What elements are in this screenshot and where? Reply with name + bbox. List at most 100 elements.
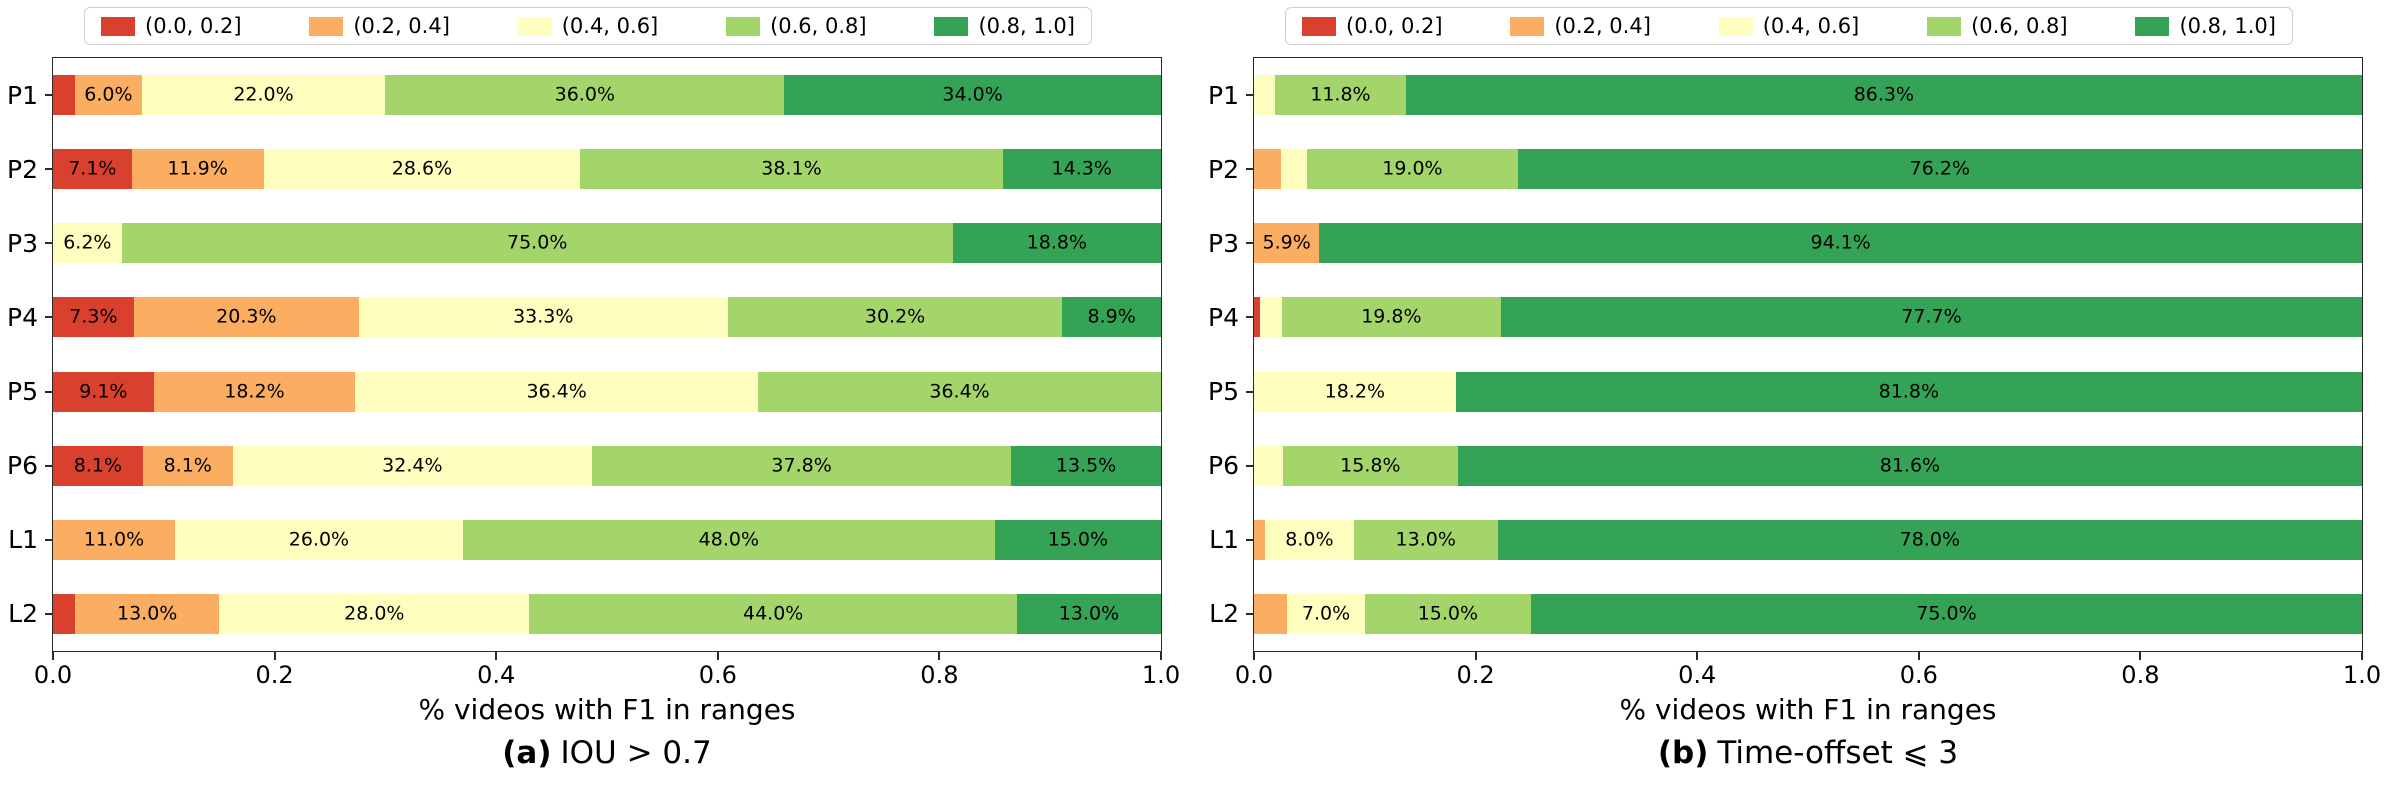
x-tick-mark <box>1160 651 1162 660</box>
legend-swatch <box>1718 16 1753 36</box>
bar-segment <box>1259 297 1282 338</box>
legend-item: (0.2, 0.4] <box>1510 13 1651 38</box>
x-tick-mark <box>1917 651 1920 660</box>
stacked-bar: 18.2% 81.8% <box>1254 371 2362 412</box>
bar-segment: 8.0% <box>1265 519 1354 560</box>
x-tick-label: 0.4 <box>1678 661 1717 689</box>
bar-segment-label: 26.0% <box>288 528 350 551</box>
bar-segment-label: 86.3% <box>1853 83 1915 106</box>
bar-segment-label: 7.3% <box>69 305 118 328</box>
y-tick-mark <box>1246 464 1254 467</box>
bar-segment <box>1254 297 1260 338</box>
bar-segment-label: 76.2% <box>1909 157 1970 180</box>
bar-segment: 36.0% <box>385 75 785 116</box>
plot-row: P3 6.2% 75.0% 18.8% <box>7 206 1161 280</box>
stacked-bar: 7.1% 11.9% 28.6% 38.1% 14.3% <box>53 149 1161 190</box>
bar-segment-label: 6.0% <box>84 83 133 106</box>
bar-segment: 81.6% <box>1457 445 2362 486</box>
y-tick-mark <box>45 538 53 541</box>
bar-segment: 9.1% <box>53 371 154 412</box>
bar-segment: 28.6% <box>263 149 581 190</box>
y-category-label: L2 <box>1209 599 1239 629</box>
legend-item: (0.8, 1.0] <box>934 15 1075 37</box>
legend-label: (0.4, 0.6] <box>561 13 659 38</box>
y-tick-mark <box>45 612 53 615</box>
legend-label: (0.2, 0.4] <box>1554 13 1651 38</box>
bar-segment-label: 18.8% <box>1026 231 1088 254</box>
bar-segment: 18.2% <box>1254 371 1456 412</box>
stacked-bar: 15.8% 81.6% <box>1254 445 2362 486</box>
legend-item: (0.6, 0.8] <box>726 13 867 38</box>
stacked-bar: 19.0% 76.2% <box>1254 149 2362 190</box>
bar-segment: 20.3% <box>133 297 359 338</box>
stacked-bar: 7.3% 20.3% 33.3% 30.2% 8.9% <box>53 297 1161 338</box>
bar-segment-label: 6.2% <box>63 231 112 254</box>
y-tick-mark <box>1246 316 1254 319</box>
x-tick-label: 0.6 <box>1899 661 1938 689</box>
plot-area: P1 11.8% 86.3% P2 19.0% 76.2% P3 5.9% 94.1% P4 19.… <box>1208 57 2381 687</box>
bar-segment: 78.0% <box>1497 519 2362 560</box>
subplot-caption: (b) Time-offset ⩽ 3 <box>1253 738 2363 769</box>
stacked-bar: 9.1% 18.2% 36.4% 36.4% <box>53 371 1161 412</box>
bar-segment: 30.2% <box>727 297 1063 338</box>
x-tick-mark <box>1696 651 1699 660</box>
bar-segment: 11.9% <box>131 149 264 190</box>
bar-segment <box>1254 519 1266 560</box>
y-category-label: P5 <box>7 377 38 407</box>
bar-segment: 11.8% <box>1275 75 1406 116</box>
y-category-label: L1 <box>8 525 38 555</box>
bar-segment: 48.0% <box>462 519 995 560</box>
y-category-label: P2 <box>1208 154 1239 184</box>
bar-segment-label: 13.0% <box>1395 528 1456 551</box>
bar-segment-label: 18.2% <box>1324 380 1385 403</box>
plot-row: P2 7.1% 11.9% 28.6% 38.1% 14.3% <box>7 132 1161 206</box>
stacked-bar: 6.0% 22.0% 36.0% 34.0% <box>53 75 1161 116</box>
x-tick-label: 1.0 <box>2342 661 2382 689</box>
x-tick-mark <box>2139 651 2142 660</box>
x-tick-mark <box>716 651 719 660</box>
legend-label: (0.6, 0.8] <box>770 13 867 38</box>
bar-segment: 34.0% <box>784 75 1161 116</box>
y-tick-mark <box>45 94 53 97</box>
y-category-label: P3 <box>1208 228 1239 258</box>
legend-swatch <box>1927 16 1962 36</box>
plot-row: P1 6.0% 22.0% 36.0% 34.0% <box>7 58 1161 132</box>
bar-segment-label: 30.2% <box>864 305 926 328</box>
bar-segment: 13.0% <box>1016 593 1161 634</box>
bar-segment <box>1280 149 1308 190</box>
bar-segment-label: 81.8% <box>1878 380 1939 403</box>
y-tick-mark <box>45 316 53 319</box>
bar-segment-label: 11.0% <box>83 528 145 551</box>
bar-segment-label: 36.4% <box>929 380 990 403</box>
legend-label: (0.0, 0.2] <box>1346 13 1443 38</box>
bar-segment-label: 36.4% <box>526 380 587 403</box>
legend-swatch <box>1510 16 1545 36</box>
x-tick-label: 0.0 <box>33 661 73 689</box>
caption-text: Time-offset ⩽ 3 <box>1717 735 1959 771</box>
bar-segment-label: 28.6% <box>391 157 453 180</box>
bar-segment: 32.4% <box>232 445 592 486</box>
bar-segment: 76.2% <box>1517 149 2362 190</box>
bar-segment-label: 34.0% <box>942 83 1003 106</box>
legend-swatch <box>726 16 761 36</box>
x-tick-label: 0.0 <box>1234 661 1274 689</box>
bar-segment-label: 13.0% <box>116 602 178 625</box>
bar-segment-label: 5.9% <box>1262 231 1311 254</box>
x-tick-label: 0.6 <box>698 661 737 689</box>
legend-swatch <box>517 16 552 36</box>
bar-segment-label: 7.1% <box>68 157 117 180</box>
bar-segment: 6.0% <box>75 75 142 116</box>
legend-label: (0.2, 0.4] <box>353 13 450 38</box>
legend-item: (0.8, 1.0] <box>2135 15 2276 37</box>
bar-segment-label: 48.0% <box>698 528 760 551</box>
bar-segment: 33.3% <box>358 297 728 338</box>
stacked-bar: 8.1% 8.1% 32.4% 37.8% 13.5% <box>53 445 1161 486</box>
plot-row: P1 11.8% 86.3% <box>1208 58 2362 132</box>
plot-row: L2 7.0% 15.0% 75.0% <box>1209 577 2362 651</box>
plot-row: P4 7.3% 20.3% 33.3% 30.2% 8.9% <box>7 280 1161 354</box>
stacked-bar: 8.0% 13.0% 78.0% <box>1254 519 2362 560</box>
plot-row: P5 18.2% 81.8% <box>1208 355 2362 429</box>
legend-swatch <box>934 16 969 36</box>
y-category-label: P1 <box>7 80 38 110</box>
plot-row: P5 9.1% 18.2% 36.4% 36.4% <box>7 355 1161 429</box>
